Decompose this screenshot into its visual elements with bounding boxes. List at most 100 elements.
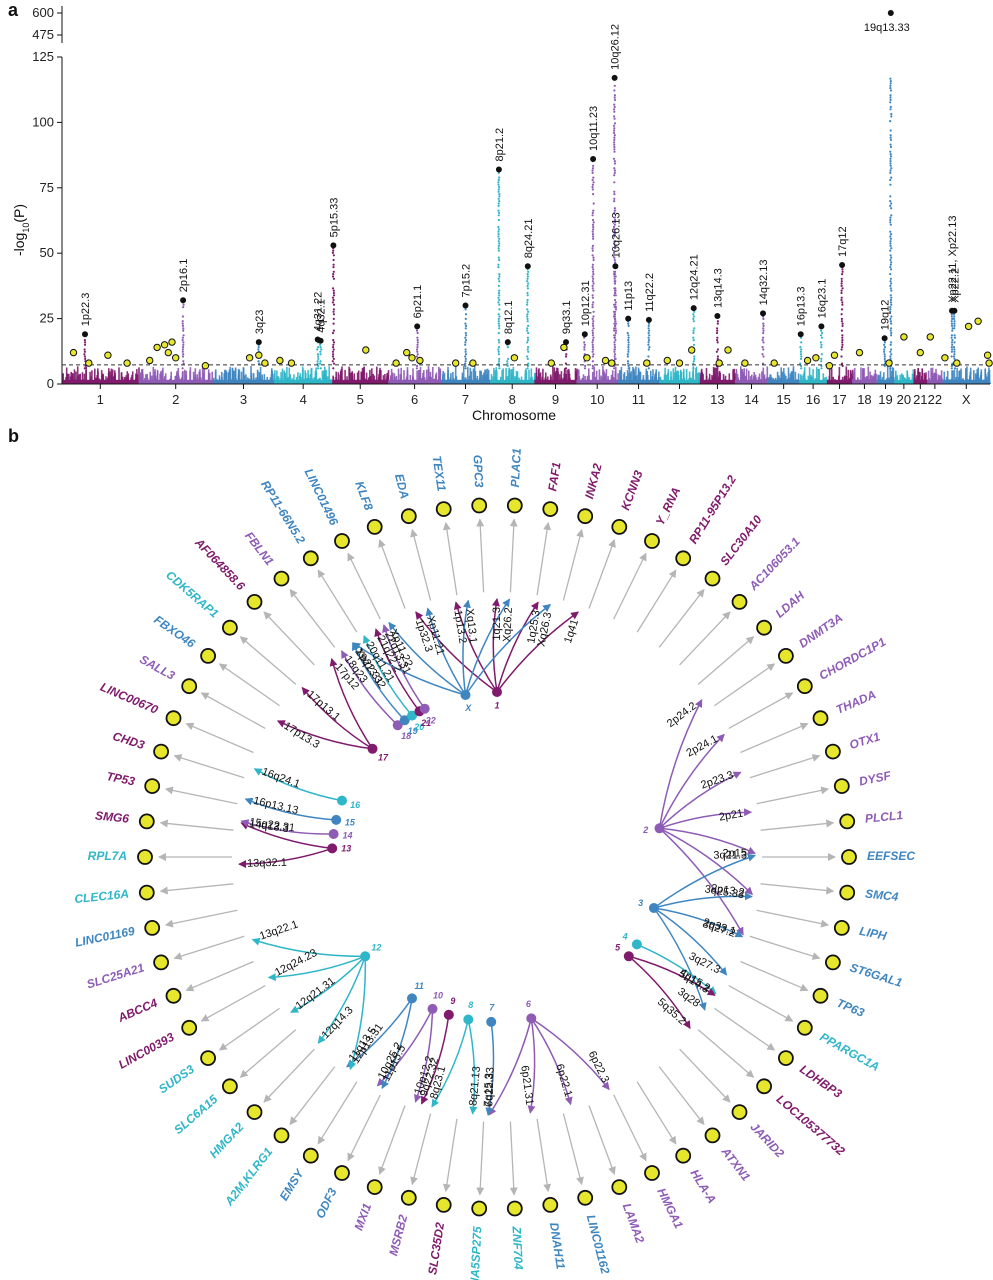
peak-point bbox=[889, 308, 892, 311]
peak-point bbox=[627, 346, 630, 349]
chromosome-band bbox=[735, 379, 768, 384]
gene-node bbox=[137, 849, 153, 865]
peak-point bbox=[715, 350, 719, 353]
peak-point bbox=[613, 127, 616, 130]
background-point bbox=[501, 370, 503, 384]
background-point bbox=[943, 371, 946, 384]
peak-point bbox=[497, 353, 500, 356]
peak-point bbox=[613, 228, 616, 231]
background-point bbox=[852, 369, 854, 384]
novel-locus-marker bbox=[825, 362, 834, 370]
locus-label: Xp22.2 bbox=[949, 268, 961, 303]
background-point bbox=[969, 371, 971, 384]
gene-node bbox=[221, 1078, 238, 1095]
gene-arrow bbox=[410, 528, 432, 601]
chromosome-label: 3 bbox=[638, 898, 643, 908]
gene-arrow bbox=[442, 521, 458, 596]
gene-arrow bbox=[263, 611, 315, 666]
chromosome-label: 12 bbox=[371, 942, 381, 952]
background-point bbox=[438, 366, 440, 384]
peak-point bbox=[526, 275, 530, 278]
peak-point bbox=[889, 306, 892, 309]
background-point bbox=[930, 367, 932, 384]
peak-point bbox=[614, 275, 617, 278]
gene-label: TEX11 bbox=[429, 455, 448, 493]
background-point bbox=[528, 369, 530, 384]
peak-point bbox=[840, 277, 843, 280]
background-point bbox=[672, 368, 675, 384]
background-point bbox=[705, 367, 708, 384]
background-point bbox=[470, 371, 473, 384]
peak-point bbox=[614, 320, 617, 323]
peak-point bbox=[890, 214, 893, 217]
background-point bbox=[685, 368, 688, 384]
gene-node bbox=[542, 501, 559, 518]
peak-point bbox=[612, 157, 616, 160]
edge bbox=[374, 628, 421, 712]
locus-label: 2p16.1 bbox=[178, 259, 190, 293]
background-point bbox=[611, 374, 614, 384]
peak-point bbox=[890, 112, 893, 116]
background-point bbox=[225, 371, 228, 384]
background-point bbox=[937, 374, 940, 384]
gene-arrow bbox=[658, 1066, 705, 1126]
background-point bbox=[192, 371, 195, 384]
peak-point bbox=[799, 353, 803, 356]
background-point bbox=[515, 371, 518, 384]
peak-point bbox=[890, 322, 893, 325]
peak-point bbox=[332, 322, 335, 325]
peak-point bbox=[316, 348, 319, 351]
peak-point bbox=[319, 362, 322, 365]
background-point bbox=[145, 374, 147, 384]
peak-point bbox=[841, 334, 844, 337]
background-point bbox=[81, 372, 84, 384]
peak-point bbox=[841, 343, 844, 346]
background-point bbox=[808, 367, 811, 384]
peak-point bbox=[762, 322, 765, 325]
peak-point bbox=[820, 331, 824, 335]
gene-node bbox=[246, 1104, 263, 1120]
peak-point bbox=[316, 353, 320, 356]
peak-point bbox=[613, 167, 616, 170]
band-label: 6p22.1 bbox=[553, 1063, 574, 1099]
chromosome-band bbox=[332, 379, 389, 384]
background-point bbox=[874, 369, 877, 384]
peak-point bbox=[883, 357, 886, 360]
peak-point bbox=[332, 343, 335, 346]
edge bbox=[653, 853, 756, 909]
chromosome-band bbox=[62, 379, 139, 384]
gene-label: CHORDC1P1 bbox=[817, 635, 889, 683]
peak-point bbox=[614, 357, 617, 360]
peak-point bbox=[317, 357, 320, 360]
novel-locus-marker bbox=[408, 354, 416, 362]
background-point bbox=[79, 373, 82, 384]
peak-point bbox=[614, 294, 617, 297]
background-point bbox=[376, 366, 378, 384]
gene-arrow bbox=[740, 722, 809, 754]
peak-point bbox=[840, 280, 843, 283]
locus-label: 8p21.2 bbox=[494, 128, 506, 162]
background-point bbox=[966, 366, 968, 384]
peak-point bbox=[526, 357, 529, 360]
peak-point bbox=[953, 348, 956, 351]
background-point bbox=[502, 368, 504, 384]
peak-point bbox=[497, 317, 500, 320]
background-point bbox=[372, 373, 374, 384]
gene-arrow bbox=[476, 1121, 485, 1196]
peak-point bbox=[613, 181, 616, 184]
peak-point bbox=[526, 291, 529, 295]
chromosome-label: 21 bbox=[420, 718, 431, 728]
peak-point bbox=[613, 207, 617, 210]
gene-arrow bbox=[347, 552, 381, 620]
peak-point bbox=[951, 329, 954, 332]
background-point bbox=[234, 367, 237, 384]
band-label: 13q32.1 bbox=[247, 857, 287, 870]
lead-snp bbox=[887, 10, 894, 16]
background-point bbox=[78, 374, 81, 384]
peak-point bbox=[820, 357, 823, 360]
background-point bbox=[288, 367, 291, 384]
peak-point bbox=[498, 324, 501, 327]
peak-point bbox=[613, 209, 617, 212]
peak-point bbox=[953, 336, 957, 339]
